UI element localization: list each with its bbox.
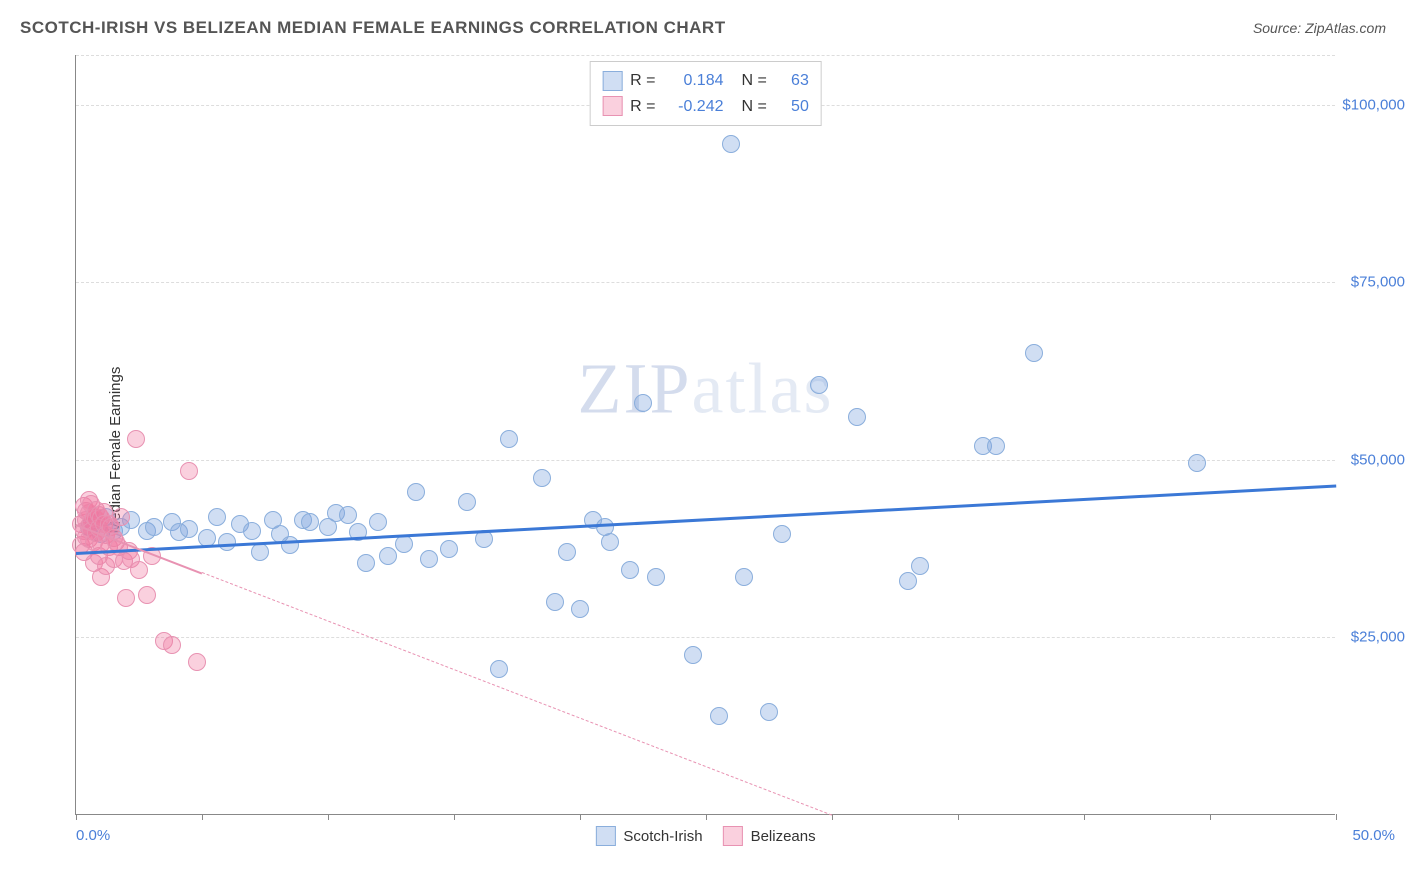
y-tick-label: $25,000 — [1351, 629, 1405, 646]
legend-swatch — [602, 96, 622, 116]
data-point — [911, 557, 929, 575]
legend-r-label: R = — [630, 68, 655, 94]
watermark: ZIPatlas — [578, 347, 834, 430]
gridline — [76, 282, 1335, 283]
x-axis-min-label: 0.0% — [76, 827, 110, 844]
data-point — [440, 540, 458, 558]
data-point — [301, 513, 319, 531]
data-point — [558, 543, 576, 561]
legend-series-name: Scotch-Irish — [623, 828, 702, 845]
x-tick — [706, 814, 707, 820]
data-point — [458, 493, 476, 511]
series-legend: Scotch-Irish Belizeans — [595, 826, 815, 846]
x-tick — [76, 814, 77, 820]
data-point — [407, 483, 425, 501]
data-point — [848, 408, 866, 426]
data-point — [130, 561, 148, 579]
data-point — [369, 513, 387, 531]
legend-swatch — [602, 71, 622, 91]
y-tick-label: $50,000 — [1351, 451, 1405, 468]
y-tick-label: $75,000 — [1351, 274, 1405, 291]
x-tick — [958, 814, 959, 820]
data-point — [180, 520, 198, 538]
data-point — [647, 568, 665, 586]
gridline — [76, 637, 1335, 638]
watermark-prefix: ZIP — [578, 348, 692, 428]
data-point — [145, 518, 163, 536]
data-point — [810, 376, 828, 394]
data-point — [339, 506, 357, 524]
x-tick — [202, 814, 203, 820]
x-tick — [1210, 814, 1211, 820]
x-tick — [454, 814, 455, 820]
legend-r-value: -0.242 — [664, 94, 724, 120]
chart-container: Median Female Earnings ZIPatlas R =0.184… — [50, 55, 1390, 845]
data-point — [218, 533, 236, 551]
data-point — [243, 522, 261, 540]
x-axis-max-label: 50.0% — [1352, 827, 1395, 844]
data-point — [500, 430, 518, 448]
chart-title: SCOTCH-IRISH VS BELIZEAN MEDIAN FEMALE E… — [20, 18, 726, 38]
gridline — [76, 460, 1335, 461]
legend-n-label: N = — [742, 94, 767, 120]
source-attribution: Source: ZipAtlas.com — [1253, 20, 1386, 36]
legend-item: Scotch-Irish — [595, 826, 702, 846]
data-point — [571, 600, 589, 618]
data-point — [138, 586, 156, 604]
legend-swatch — [595, 826, 615, 846]
legend-swatch — [723, 826, 743, 846]
y-tick-label: $100,000 — [1342, 96, 1405, 113]
data-point — [710, 707, 728, 725]
data-point — [490, 660, 508, 678]
x-tick — [1336, 814, 1337, 820]
data-point — [251, 543, 269, 561]
data-point — [987, 437, 1005, 455]
legend-r-label: R = — [630, 94, 655, 120]
data-point — [188, 653, 206, 671]
data-point — [601, 533, 619, 551]
data-point — [127, 430, 145, 448]
data-point — [395, 535, 413, 553]
data-point — [533, 469, 551, 487]
correlation-legend: R = 0.184 N = 63 R = -0.242 N = 50 — [589, 61, 822, 126]
data-point — [760, 703, 778, 721]
legend-n-value: 50 — [775, 94, 809, 120]
data-point — [117, 589, 135, 607]
legend-n-label: N = — [742, 68, 767, 94]
x-tick — [580, 814, 581, 820]
x-tick — [1084, 814, 1085, 820]
legend-item: Belizeans — [723, 826, 816, 846]
x-tick — [328, 814, 329, 820]
data-point — [357, 554, 375, 572]
plot-area: ZIPatlas R =0.184N =63R =-0.242N =50 Sco… — [75, 55, 1335, 815]
data-point — [180, 462, 198, 480]
data-point — [1025, 344, 1043, 362]
data-point — [722, 135, 740, 153]
data-point — [1188, 454, 1206, 472]
trend-line — [202, 572, 832, 816]
data-point — [475, 530, 493, 548]
data-point — [735, 568, 753, 586]
data-point — [621, 561, 639, 579]
legend-row: R = -0.242 N = 50 — [602, 94, 809, 120]
data-point — [208, 508, 226, 526]
data-point — [112, 508, 130, 526]
data-point — [899, 572, 917, 590]
x-tick — [832, 814, 833, 820]
legend-r-value: 0.184 — [664, 68, 724, 94]
data-point — [773, 525, 791, 543]
data-point — [546, 593, 564, 611]
data-point — [163, 636, 181, 654]
data-point — [634, 394, 652, 412]
data-point — [684, 646, 702, 664]
data-point — [281, 536, 299, 554]
data-point — [420, 550, 438, 568]
legend-series-name: Belizeans — [751, 828, 816, 845]
legend-row: R = 0.184 N = 63 — [602, 68, 809, 94]
data-point — [379, 547, 397, 565]
legend-n-value: 63 — [775, 68, 809, 94]
gridline — [76, 55, 1335, 56]
